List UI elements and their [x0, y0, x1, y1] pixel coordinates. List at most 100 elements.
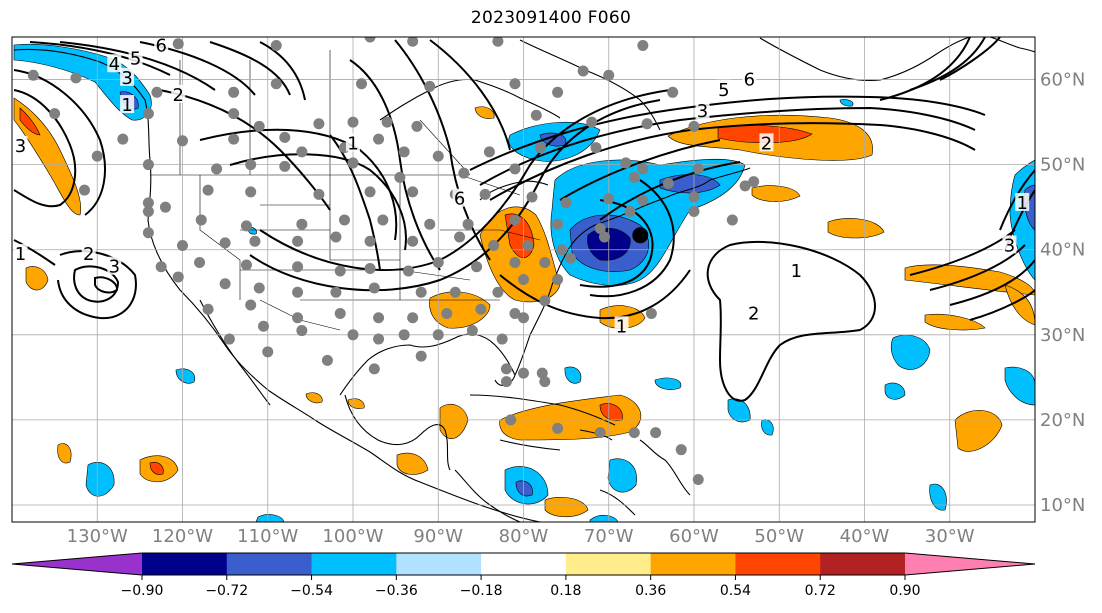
station-dot: [488, 239, 500, 251]
station-dot: [637, 40, 649, 52]
station-dot: [202, 303, 214, 315]
coastlines: [13, 37, 1035, 522]
station-dot: [159, 201, 171, 213]
station-dot: [223, 333, 235, 345]
contour-label: 3: [15, 136, 26, 157]
contour-label: 6: [155, 36, 166, 57]
station-dot: [509, 214, 521, 226]
contour-label: 1: [791, 261, 802, 282]
station-dot: [620, 157, 632, 169]
colorbar-tick-label: −0.36: [375, 583, 418, 599]
longitude-tick-label: 40°W: [840, 526, 890, 547]
contour-label: 1: [616, 316, 627, 337]
longitude-tick-label: 100°W: [322, 526, 383, 547]
station-dot: [598, 231, 610, 243]
station-dot: [411, 120, 423, 132]
station-dot: [590, 142, 602, 154]
station-dot: [492, 37, 504, 47]
station-dot: [177, 239, 188, 251]
station-dot: [675, 444, 687, 456]
station-dot: [270, 40, 282, 52]
station-dot: [692, 473, 704, 485]
colorbar-segment: [735, 553, 821, 575]
station-dot: [407, 186, 419, 198]
station-dot: [650, 427, 662, 439]
station-dot: [432, 150, 444, 162]
contour-label-bg: [107, 256, 122, 275]
station-dot: [330, 286, 342, 298]
station-dot: [27, 69, 39, 81]
colorbar-tick-label: 0.36: [635, 583, 666, 599]
station-dot: [211, 163, 223, 175]
station-dot: [645, 308, 657, 320]
contour-label-bg: [13, 243, 28, 262]
station-dot: [458, 167, 470, 179]
station-dot: [539, 256, 551, 268]
station-dot: [142, 205, 154, 217]
station-dot: [462, 218, 474, 230]
contour-label: 5: [130, 48, 141, 69]
colorbar-tick-label: 0.90: [889, 583, 920, 599]
longitude-tick-label: 130°W: [67, 526, 128, 547]
station-dot: [535, 142, 547, 154]
colorbar-tick-label: −0.54: [290, 583, 333, 599]
station-dot: [338, 214, 350, 226]
station-dot: [637, 194, 649, 206]
colorbar-tick-label: 0.72: [805, 583, 836, 599]
station-dot: [202, 184, 214, 196]
station-dot: [142, 197, 154, 209]
station-dot: [313, 118, 325, 130]
station-dot: [49, 108, 61, 120]
latitude-tick-label: 10°N: [1040, 495, 1085, 516]
contour-label: 3: [109, 257, 120, 278]
station-dot: [219, 237, 231, 249]
station-dot: [628, 171, 640, 183]
contour-label-bg: [120, 95, 135, 114]
latitude-labels: 60°N 50°N 40°N 30°N 20°N 10°N: [1040, 70, 1085, 516]
station-dot: [70, 72, 82, 84]
colorbar-segment: [650, 553, 736, 575]
contour-label-bg: [614, 316, 629, 335]
station-dot: [292, 286, 304, 298]
contour-label-bg: [1002, 235, 1017, 254]
station-dot: [449, 286, 461, 298]
station-dot: [279, 131, 291, 143]
station-dot: [603, 193, 615, 205]
station-dot: [424, 218, 436, 230]
colorbar-segment: [481, 553, 567, 575]
station-dot: [381, 116, 393, 128]
station-dot: [500, 376, 512, 388]
station-dot: [313, 188, 325, 200]
contour-label: 4: [109, 54, 120, 75]
station-dot: [509, 163, 521, 175]
station-dot: [552, 218, 564, 230]
latitude-tick-label: 30°N: [1040, 325, 1085, 346]
station-dot: [262, 346, 274, 358]
station-dot: [726, 214, 738, 226]
station-dot: [253, 282, 265, 294]
station-dot: [432, 329, 444, 341]
contour-label-bg: [13, 135, 28, 154]
station-dot: [441, 308, 453, 320]
station-dot: [292, 235, 304, 247]
station-dot: [245, 299, 257, 311]
station-dot: [117, 133, 129, 145]
station-dot: [466, 325, 478, 337]
station-dot: [586, 116, 598, 128]
contour-label: 2: [761, 133, 772, 154]
station-dot: [526, 191, 538, 203]
station-dot: [637, 163, 649, 175]
station-dot: [292, 261, 304, 273]
contour-label-bg: [107, 54, 122, 73]
station-dot: [356, 78, 368, 90]
station-dot: [415, 286, 427, 298]
station-dot: [662, 177, 674, 189]
station-dot: [296, 218, 308, 230]
station-dot: [509, 256, 521, 268]
colorbar-segment: [311, 553, 397, 575]
station-dot: [270, 78, 282, 90]
station-dot: [155, 261, 167, 273]
station-dot: [364, 186, 376, 198]
station-dot: [407, 235, 419, 247]
colorbar-segment: [565, 553, 652, 575]
